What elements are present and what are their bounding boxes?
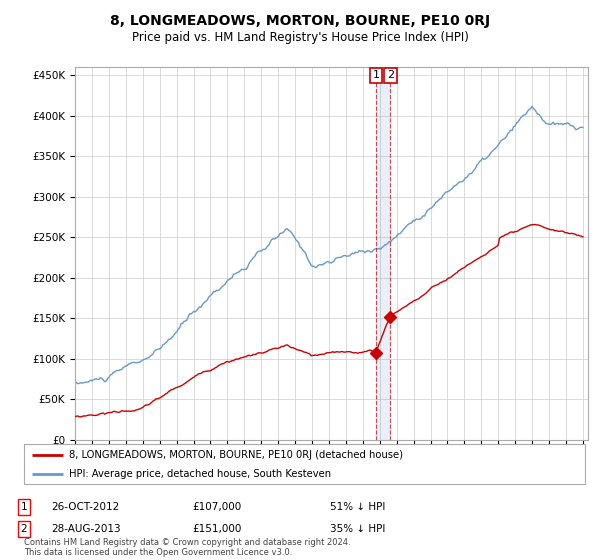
Text: 2: 2	[387, 71, 394, 80]
Text: Contains HM Land Registry data © Crown copyright and database right 2024.
This d: Contains HM Land Registry data © Crown c…	[24, 538, 350, 557]
Text: 8, LONGMEADOWS, MORTON, BOURNE, PE10 0RJ: 8, LONGMEADOWS, MORTON, BOURNE, PE10 0RJ	[110, 14, 490, 28]
Text: 8, LONGMEADOWS, MORTON, BOURNE, PE10 0RJ (detached house): 8, LONGMEADOWS, MORTON, BOURNE, PE10 0RJ…	[69, 450, 403, 460]
FancyBboxPatch shape	[24, 444, 585, 484]
Text: £107,000: £107,000	[192, 502, 241, 512]
Text: 35% ↓ HPI: 35% ↓ HPI	[330, 524, 385, 534]
Text: HPI: Average price, detached house, South Kesteven: HPI: Average price, detached house, Sout…	[69, 469, 331, 479]
Text: 2: 2	[20, 524, 28, 534]
Text: 1: 1	[20, 502, 28, 512]
Text: 26-OCT-2012: 26-OCT-2012	[51, 502, 119, 512]
Text: 1: 1	[373, 71, 380, 80]
Text: £151,000: £151,000	[192, 524, 241, 534]
Text: 28-AUG-2013: 28-AUG-2013	[51, 524, 121, 534]
Bar	[376, 67, 391, 440]
Text: 51% ↓ HPI: 51% ↓ HPI	[330, 502, 385, 512]
Text: Price paid vs. HM Land Registry's House Price Index (HPI): Price paid vs. HM Land Registry's House …	[131, 31, 469, 44]
